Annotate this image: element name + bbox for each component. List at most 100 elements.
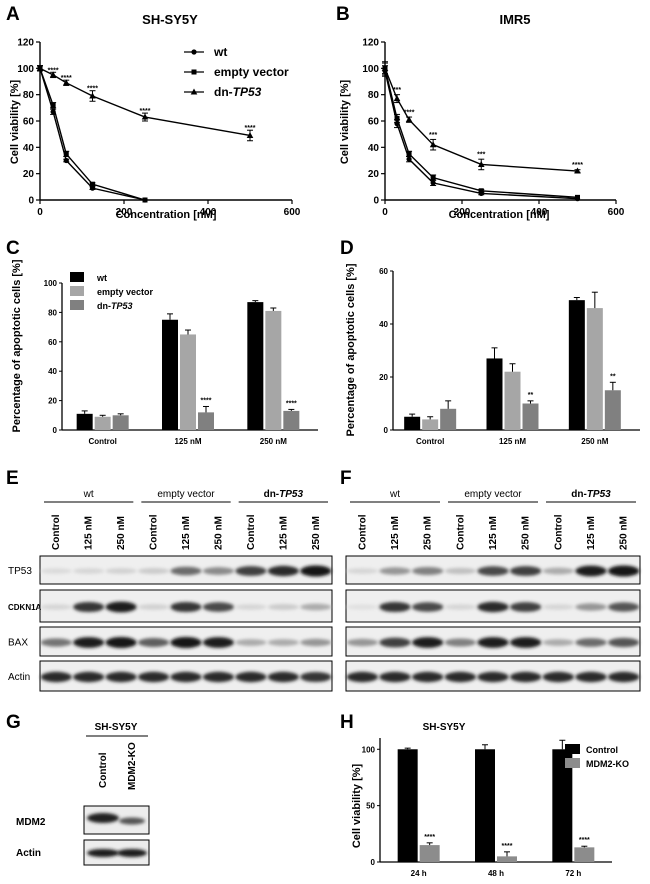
significance-label: **	[528, 392, 534, 399]
y-tick-label: 0	[371, 858, 376, 867]
data-point-circle	[63, 157, 69, 164]
panel-g: G SH-SY5Y Control MDM2-KO MDM2 Actin	[6, 712, 150, 866]
panel-a: A SH-SY5Y Cell viability [%] Concentrati…	[6, 4, 301, 221]
data-point-triangle	[574, 167, 581, 174]
lane-label: 125 nM	[84, 516, 95, 550]
bar	[440, 408, 457, 430]
band	[379, 567, 411, 575]
y-tick-label: 0	[53, 426, 58, 435]
legend-h-control: Control	[586, 745, 618, 755]
band	[411, 671, 444, 683]
panel-d: D Percentage of apoptotic cells [%] 0 20 4…	[340, 238, 640, 446]
panel-letter-b: B	[336, 4, 350, 25]
panel-g-lane-control: Control	[98, 752, 109, 788]
bar	[283, 410, 300, 430]
band	[542, 604, 575, 610]
band	[73, 568, 105, 574]
y-tick-label: 40	[379, 320, 388, 329]
y-tick-label: 0	[373, 196, 379, 207]
lane-label: 250 nM	[311, 516, 322, 550]
band	[444, 567, 477, 575]
x-tick-label: 600	[284, 207, 301, 218]
band	[477, 671, 509, 683]
y-tick-label: 120	[362, 38, 379, 49]
panel-b-title: IMR5	[499, 12, 530, 27]
data-point-triangle	[393, 95, 401, 102]
row-label: TP53	[8, 566, 32, 577]
panel-letter-e: E	[6, 468, 19, 489]
series-line-triangle	[39, 67, 251, 137]
significance-label: ****	[48, 67, 59, 74]
legend-swatch-wt	[70, 272, 84, 282]
lane-label: 125 nM	[278, 516, 289, 550]
band	[379, 637, 411, 648]
y-tick-label: 0	[384, 426, 389, 435]
band	[607, 637, 640, 648]
legend-bar-empty-vector: empty vector	[97, 287, 154, 297]
band	[40, 568, 72, 574]
bar	[604, 390, 621, 430]
significance-label: ****	[87, 86, 98, 93]
panel-h-legend: Control MDM2-KO	[565, 744, 629, 769]
band	[137, 671, 170, 683]
group-label: dn-TP53	[264, 489, 304, 500]
y-tick-label: 40	[368, 143, 380, 154]
x-tick-label: 48 h	[488, 869, 504, 878]
data-point-triangle	[246, 131, 254, 138]
y-tick-label: 0	[28, 196, 34, 207]
band	[379, 601, 411, 613]
legend-circle-marker	[191, 49, 197, 55]
bar	[486, 358, 503, 430]
lane-label: 125 nM	[586, 516, 597, 550]
data-point-square	[575, 194, 580, 200]
band	[40, 671, 72, 683]
y-tick-label: 40	[23, 143, 35, 154]
bar	[397, 749, 418, 862]
significance-label: ****	[572, 162, 583, 169]
x-tick-label: 200	[454, 207, 471, 218]
significance-label: **	[610, 373, 616, 380]
band	[40, 604, 72, 610]
x-tick-label: 24 h	[411, 869, 427, 878]
band	[575, 671, 607, 683]
legend-swatch-empty-vector	[70, 286, 84, 296]
band	[202, 637, 235, 648]
panel-b: B IMR5 Cell viability [%] Concentration …	[336, 4, 625, 221]
panel-e: E wt empty vector dn-TP53 Control 125 nM 250 …	[6, 468, 333, 692]
x-tick-label: 72 h	[565, 869, 581, 878]
y-tick-label: 20	[368, 169, 380, 180]
band	[267, 639, 299, 646]
lane-label: Control	[455, 514, 466, 550]
y-tick-label: 20	[23, 169, 35, 180]
band	[575, 565, 607, 577]
significance-label: ****	[245, 125, 256, 132]
x-tick-label: Control	[88, 437, 116, 446]
band	[105, 601, 137, 613]
y-tick-label: 60	[23, 117, 35, 128]
panel-g-band-actin-control	[87, 849, 119, 857]
band	[444, 604, 477, 610]
series-line-circle	[384, 70, 578, 200]
band	[444, 671, 477, 683]
panel-h-ylabel: Cell viability [%]	[351, 763, 363, 848]
group-label: empty vector	[464, 489, 522, 500]
band	[267, 565, 299, 577]
y-tick-label: 80	[23, 90, 35, 101]
band	[300, 638, 332, 647]
y-tick-label: 50	[366, 802, 375, 811]
panel-g-band-actin-ko	[117, 849, 147, 857]
data-point-square	[394, 115, 400, 121]
panel-h-title: SH-SY5Y	[423, 722, 466, 733]
x-tick-label: 125 nM	[174, 437, 201, 446]
band	[105, 637, 137, 648]
lane-label: 250 nM	[116, 516, 127, 550]
significance-label: ****	[502, 843, 513, 850]
panel-g-lane-mdm2-ko: MDM2-KO	[127, 742, 138, 790]
bar	[574, 847, 595, 862]
band	[73, 671, 105, 683]
band	[235, 639, 267, 646]
panel-letter-a: A	[6, 4, 20, 25]
